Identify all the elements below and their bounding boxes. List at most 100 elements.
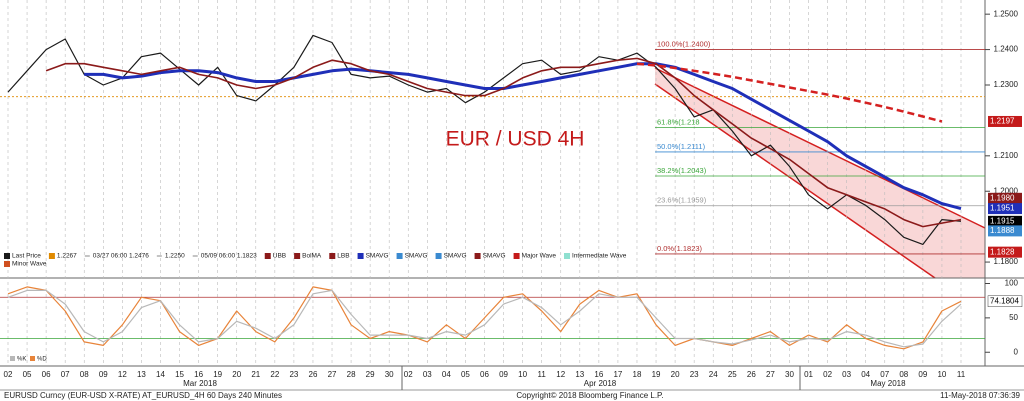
x-tick-label: 06: [480, 370, 489, 379]
legend-label: SMAVG: [366, 253, 389, 260]
price-tag: [988, 203, 1022, 215]
legend-swatch: [513, 253, 520, 259]
series-line: [84, 62, 962, 211]
legend-swatch: [329, 253, 336, 259]
series-line: [7, 286, 962, 350]
y-tick-label: 1.2500: [994, 9, 1019, 18]
x-tick-label: 17: [613, 370, 622, 379]
x-tick-label: 08: [80, 370, 89, 379]
x-tick-label: 01: [804, 370, 813, 379]
x-tick-label: 07: [880, 370, 889, 379]
x-tick-label: 07: [61, 370, 70, 379]
x-tick-label: 19: [652, 370, 661, 379]
price-tag-label: 1.1951: [990, 204, 1015, 213]
legend-label: Last Price: [12, 253, 41, 260]
x-tick-label: 23: [289, 370, 298, 379]
legend-label: Intermediate Wave: [572, 253, 627, 260]
legend-label: 05/09 06:00 1.1823: [201, 253, 257, 260]
series-line: [7, 289, 962, 348]
x-tick-label: 26: [747, 370, 756, 379]
price-tag: [988, 225, 1022, 237]
x-tick-label: 16: [594, 370, 603, 379]
osc-legend: %K %D: [10, 356, 47, 363]
legend-label: UBB: [273, 253, 286, 260]
x-tick-label: 27: [328, 370, 337, 379]
legend-label: BolMA: [302, 253, 322, 260]
legend-swatch: [474, 253, 481, 259]
price-tag-label: 1.1915: [990, 216, 1015, 225]
legend-label: Major Wave: [522, 253, 557, 260]
x-tick-label: 02: [404, 370, 413, 379]
month-label: May 2018: [870, 379, 906, 388]
series-line: [45, 57, 962, 228]
legend-label: 1.2267: [57, 253, 77, 260]
x-tick-label: 09: [99, 370, 108, 379]
legend-swatch: [357, 253, 364, 259]
x-tick-label: 20: [671, 370, 680, 379]
series-line: [7, 34, 962, 245]
legend-swatch: [30, 356, 35, 361]
legend-label: %K: [17, 357, 26, 363]
x-tick-label: 02: [4, 370, 13, 379]
x-tick-label: 23: [690, 370, 699, 379]
channel-edge: [654, 83, 936, 279]
x-tick-label: 04: [861, 370, 870, 379]
x-tick-label: 04: [442, 370, 451, 379]
price-tag: [988, 115, 1022, 127]
y-tick-label: 1.2300: [994, 80, 1019, 89]
legend-swatch: [564, 253, 571, 259]
price-tag-label: 1.1888: [990, 226, 1015, 235]
x-tick-label: 16: [194, 370, 203, 379]
x-tick-label: 25: [728, 370, 737, 379]
x-tick-label: 13: [137, 370, 146, 379]
x-tick-label: 30: [385, 370, 394, 379]
x-tick-label: 03: [842, 370, 851, 379]
x-tick-label: 18: [633, 370, 642, 379]
x-tick-label: 12: [118, 370, 127, 379]
x-tick-label: 09: [918, 370, 927, 379]
x-tick-label: 02: [823, 370, 832, 379]
level-label: 0.0%(1.1823): [657, 244, 703, 253]
legend-swatch: [4, 253, 10, 259]
legend-box: [0, 249, 650, 269]
month-label: Apr 2018: [584, 379, 617, 388]
x-tick-label: 26: [309, 370, 318, 379]
price-tag: [988, 246, 1022, 258]
legend-swatch: [48, 253, 55, 259]
y-tick-label: 50: [1009, 313, 1018, 322]
x-tick-label: 29: [366, 370, 375, 379]
channel: [655, 68, 985, 278]
level-label: 38.2%(1.2043): [657, 166, 707, 175]
x-tick-label: 09: [499, 370, 508, 379]
channel-edge: [654, 67, 986, 229]
level-label: 100.0%(1.2400): [657, 40, 711, 49]
price-tag-label: 1.2197: [990, 117, 1015, 126]
x-tick-label: 27: [766, 370, 775, 379]
y-tick-label: 100: [1005, 279, 1019, 288]
legend-label: SMAVG: [444, 253, 467, 260]
month-label: Mar 2018: [183, 379, 217, 388]
legend-swatch: [4, 261, 10, 267]
level-label: 50.0%(1.2111): [657, 142, 706, 151]
legend-label: %D: [37, 357, 47, 363]
x-tick-label: 19: [213, 370, 222, 379]
x-tick-label: 30: [785, 370, 794, 379]
x-tick-label: 21: [251, 370, 260, 379]
legend-swatch: [396, 253, 403, 259]
footer-left: EURUSD Curncy (EUR-USD X-RATE) AT_EURUSD…: [4, 391, 282, 400]
x-tick-label: 13: [575, 370, 584, 379]
x-tick-label: 10: [518, 370, 527, 379]
y-tick-label: 1.2100: [994, 151, 1019, 160]
y-tick-label: 0: [1014, 347, 1019, 356]
level-label: 23.6%(1.1959): [657, 196, 707, 205]
footer-right: 11-May-2018 07:36:39: [940, 391, 1020, 400]
x-tick-label: 06: [42, 370, 51, 379]
x-tick-label: 05: [461, 370, 470, 379]
legend-label: 03/27 06:00 1.2476: [93, 253, 149, 260]
price-tag: [988, 192, 1022, 204]
legend-swatch: [435, 253, 442, 259]
x-tick-label: 15: [175, 370, 184, 379]
y-tick-label: 1.2000: [994, 186, 1019, 195]
legend-label: Minor Wave: [12, 261, 47, 268]
